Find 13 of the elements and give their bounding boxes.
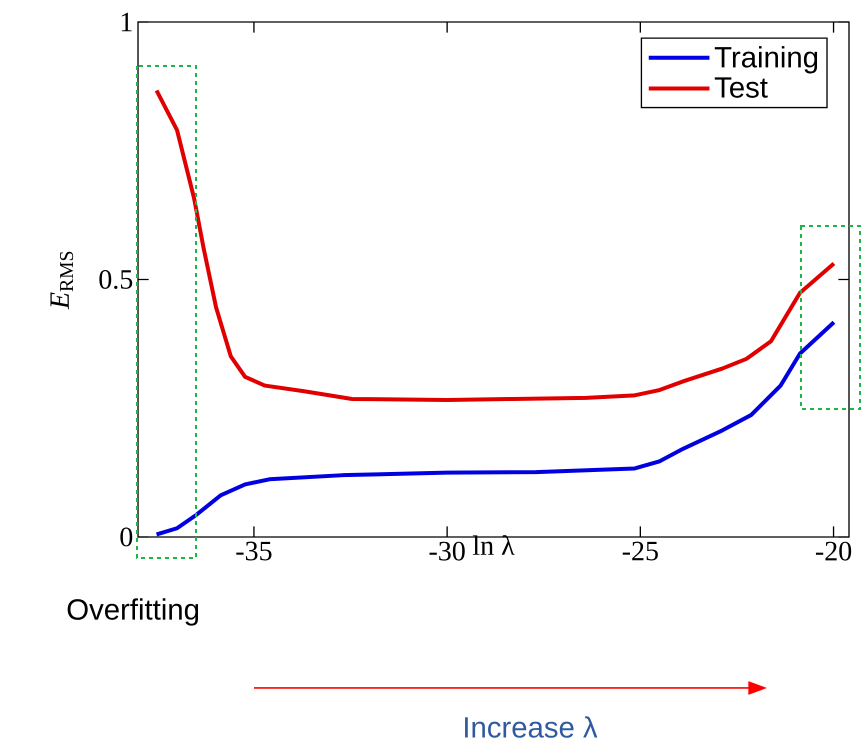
x-tick-label: -25 bbox=[622, 542, 658, 561]
x-tick-label: -20 bbox=[816, 542, 852, 561]
y-tick-label: 0 bbox=[120, 528, 132, 546]
legend-label: Test bbox=[714, 77, 768, 98]
x-tick-label: -35 bbox=[236, 542, 272, 561]
y-axis-title: E$_{RMS}$ bbox=[50, 252, 74, 310]
text: Overfitting bbox=[68, 598, 198, 626]
text: Increase λ bbox=[465, 716, 598, 738]
legend-label: Training bbox=[714, 46, 818, 74]
y-tick-label: 1 bbox=[122, 12, 132, 32]
y-tick-label: 0.5 bbox=[99, 270, 132, 289]
x-tick-label: -30 bbox=[430, 542, 465, 561]
x-axis-title: ln λ bbox=[472, 535, 515, 555]
